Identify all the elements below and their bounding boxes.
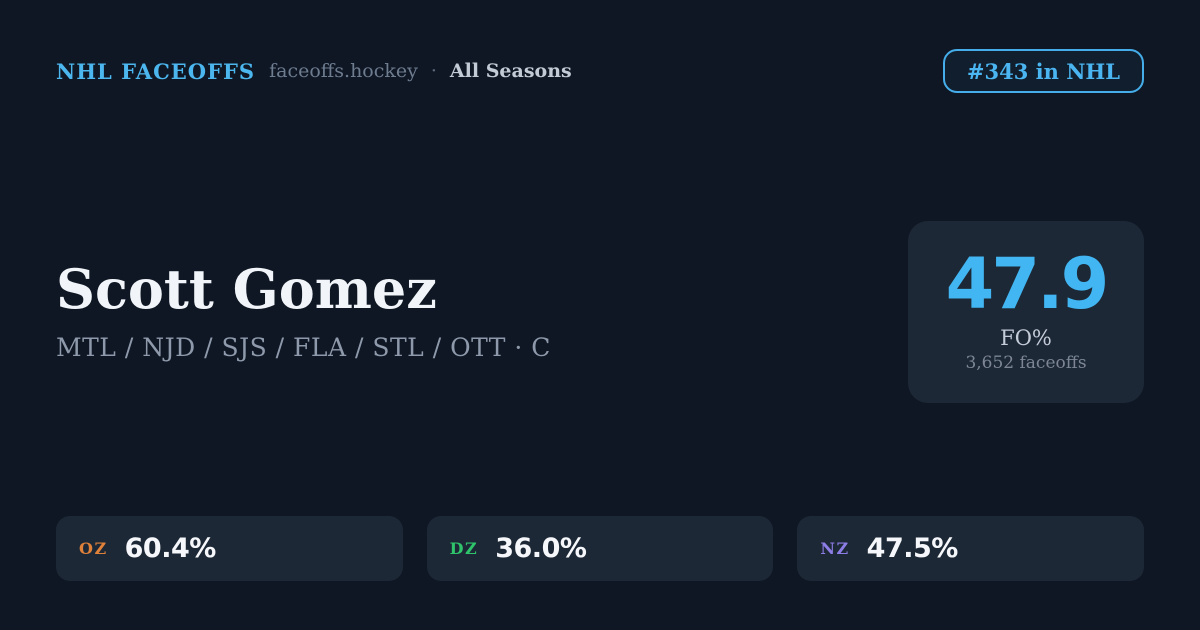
separator-dot: · xyxy=(430,60,437,82)
faceoff-total-count: 3,652 faceoffs xyxy=(965,352,1087,373)
zone-code-dz: DZ xyxy=(449,539,479,558)
zone-value-nz: 47.5% xyxy=(866,533,959,564)
zone-code-nz: NZ xyxy=(820,539,850,558)
zone-stats-row: OZ 60.4% DZ 36.0% NZ 47.5% xyxy=(56,516,1145,581)
zone-value-dz: 36.0% xyxy=(495,533,587,564)
zone-code-oz: OZ xyxy=(79,539,108,558)
player-name: Scott Gomez xyxy=(56,257,437,321)
season-label: All Seasons xyxy=(449,60,572,82)
zone-value-oz: 60.4% xyxy=(124,533,217,564)
faceoff-percentage-label: FO% xyxy=(1000,325,1052,350)
header: NHL FACEOFFS faceoffs.hockey · All Seaso… xyxy=(56,48,1144,94)
zone-card-neutral: NZ 47.5% xyxy=(797,516,1145,581)
player-block: Scott Gomez MTL / NJD / SJS / FLA / STL … xyxy=(56,262,551,362)
faceoff-percentage-value: 47.9 xyxy=(945,243,1110,326)
rank-badge[interactable]: #343 in NHL xyxy=(942,49,1144,93)
zone-card-offensive: OZ 60.4% xyxy=(56,516,403,581)
faceoff-summary-card: 47.9 FO% 3,652 faceoffs xyxy=(908,221,1144,403)
zone-card-defensive: DZ 36.0% xyxy=(426,516,774,581)
brand-title[interactable]: NHL FACEOFFS xyxy=(56,58,256,84)
player-teams-position: MTL / NJD / SJS / FLA / STL / OTT · C xyxy=(56,333,551,362)
site-domain: faceoffs.hockey xyxy=(269,60,418,82)
